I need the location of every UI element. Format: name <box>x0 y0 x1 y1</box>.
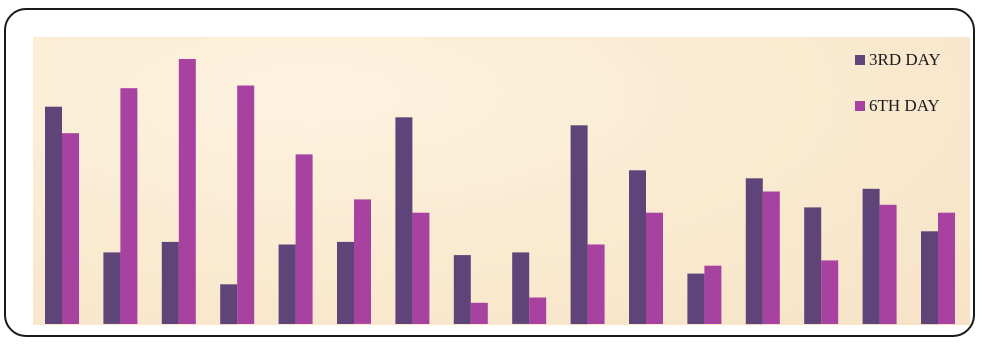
bar-6th-day-3 <box>178 59 196 324</box>
bar-6th-day-6 <box>354 199 371 324</box>
bar-6th-day-12 <box>704 265 722 324</box>
bar-6th-day-9 <box>529 297 547 324</box>
legend: 3RD DAY 6TH DAY <box>855 50 941 142</box>
bar-6th-day-5 <box>295 154 313 324</box>
bar-6th-day-1 <box>62 133 79 324</box>
bar-3rd-day-10 <box>570 125 588 325</box>
bar-3rd-day-16 <box>921 231 938 325</box>
bar-3rd-day-3 <box>161 241 179 324</box>
bar-3rd-day-4 <box>220 284 238 325</box>
bar-3rd-day-12 <box>687 273 705 324</box>
bar-3rd-day-1 <box>45 106 62 324</box>
bar-3rd-day-13 <box>745 178 763 325</box>
bar-3rd-day-7 <box>395 117 413 324</box>
bar-6th-day-15 <box>879 204 897 325</box>
bar-6th-day-8 <box>470 302 488 324</box>
bar-3rd-day-15 <box>862 188 880 324</box>
legend-item-6th-day: 6TH DAY <box>855 96 941 116</box>
bar-3rd-day-11 <box>629 170 646 324</box>
bar-3rd-day-2 <box>103 252 121 324</box>
bar-6th-day-16 <box>938 212 955 324</box>
bar-3rd-day-6 <box>337 241 354 324</box>
legend-label-3rd-day: 3RD DAY <box>869 50 941 69</box>
legend-item-3rd-day: 3RD DAY <box>855 50 941 70</box>
bar-3rd-day-8 <box>453 255 471 324</box>
bar-3rd-day-5 <box>278 244 296 324</box>
bar-6th-day-4 <box>237 85 255 324</box>
bar-3rd-day-14 <box>804 207 822 324</box>
bar-3rd-day-9 <box>512 252 530 324</box>
bar-6th-day-10 <box>587 244 605 324</box>
bar-6th-day-11 <box>646 212 663 324</box>
legend-swatch-3rd-day <box>855 55 865 65</box>
legend-swatch-6th-day <box>855 101 865 111</box>
bar-6th-day-14 <box>821 260 839 324</box>
bar-6th-day-2 <box>120 88 138 324</box>
bar-6th-day-7 <box>412 212 430 324</box>
legend-label-6th-day: 6TH DAY <box>869 96 940 115</box>
bar-6th-day-13 <box>762 191 780 324</box>
